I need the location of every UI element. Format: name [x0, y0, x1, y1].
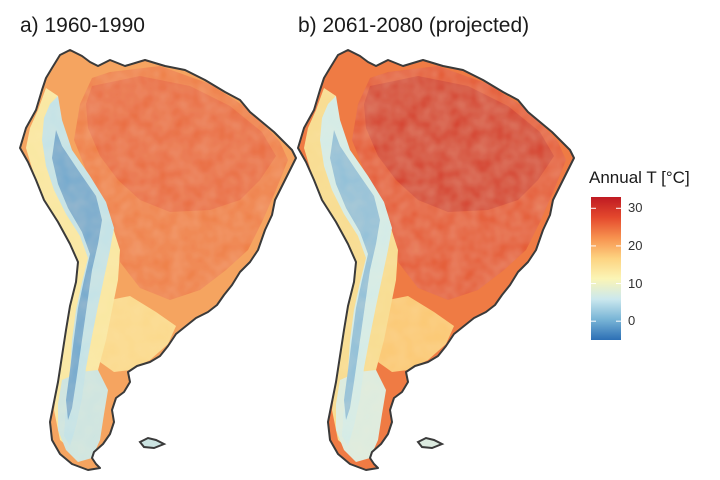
- falkland-islands: [138, 436, 167, 450]
- legend-tick-marks: [591, 207, 621, 322]
- legend-tick-label: 20: [628, 237, 643, 253]
- coastal-cool-zone: [304, 88, 398, 452]
- coastal-cool-zone: [26, 88, 120, 452]
- legend-tick-label: 0: [628, 313, 636, 329]
- coastline: [19, 49, 297, 471]
- high-andes-cold-zone: [330, 130, 380, 420]
- legend-tick-label: 30: [628, 200, 643, 216]
- temperate-south-zone: [100, 296, 176, 372]
- panel-title-1960-1990: a) 1960-1990: [20, 14, 145, 37]
- legend-colorbar: [591, 197, 621, 340]
- map-south-america-2061-2080: [297, 49, 575, 471]
- temperature-zones: [26, 66, 288, 462]
- temperate-south-zone: [378, 296, 454, 372]
- legend-tick-label: 10: [628, 275, 643, 291]
- coastline: [297, 49, 575, 471]
- hot-amazon-zone: [86, 76, 276, 212]
- map-south-america-1960-1990: [19, 49, 297, 471]
- falkland-islands: [416, 436, 445, 450]
- high-andes-cold-zone: [52, 130, 102, 420]
- temperature-zones: [304, 66, 566, 462]
- legend-title: Annual T [°C]: [589, 168, 690, 187]
- panel-title-2061-2080: b) 2061-2080 (projected): [298, 14, 530, 37]
- hot-amazon-zone: [364, 76, 554, 212]
